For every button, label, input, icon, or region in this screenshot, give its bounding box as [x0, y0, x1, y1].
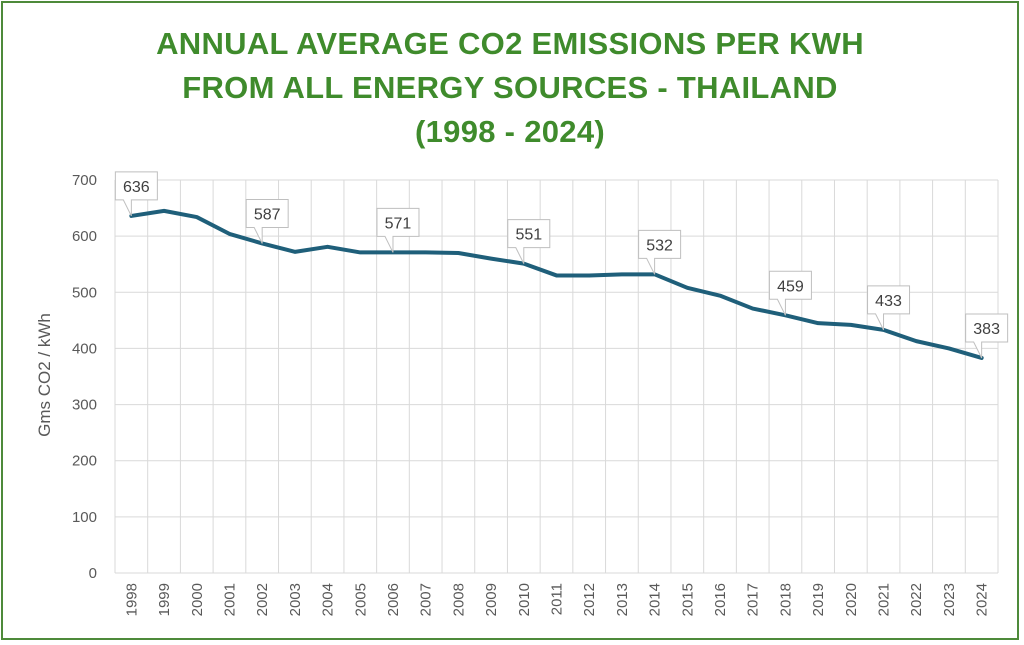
- x-tick-label: 2012: [581, 583, 598, 616]
- x-tick-label: 2010: [516, 583, 533, 616]
- data-label-text: 571: [385, 215, 412, 232]
- data-label-text: 587: [254, 206, 281, 223]
- data-point: [456, 251, 460, 255]
- data-point: [620, 272, 624, 276]
- chart-title-line-3: (1998 - 2024): [414, 114, 606, 149]
- x-tick-label: 2003: [287, 583, 304, 616]
- chart-title-line-2: FROM ALL ENERGY SOURCES - THAILAND: [182, 70, 838, 105]
- x-tick-label: 2024: [974, 583, 991, 616]
- y-tick-label: 400: [72, 340, 97, 357]
- x-tick-label: 2005: [352, 583, 369, 616]
- y-tick-label: 100: [72, 509, 97, 526]
- x-tick-label: 2004: [320, 583, 337, 616]
- x-tick-label: 2009: [483, 583, 500, 616]
- data-label-text: 433: [875, 293, 902, 310]
- data-label-callout: 571: [376, 207, 420, 253]
- x-tick-label: 2014: [647, 583, 664, 616]
- data-point: [555, 273, 558, 277]
- y-tick-label: 300: [72, 397, 97, 414]
- x-tick-label: 2015: [679, 583, 696, 616]
- x-tick-label: 2006: [385, 583, 402, 616]
- data-point: [424, 250, 428, 254]
- x-tick-label: 2021: [876, 583, 893, 616]
- data-label-box: [507, 219, 551, 264]
- data-label-box: [768, 270, 812, 316]
- data-point: [685, 286, 689, 290]
- x-tick-label: 2017: [745, 583, 762, 616]
- data-label-box: [638, 229, 682, 275]
- data-point: [751, 307, 755, 311]
- x-tick-label: 2000: [189, 583, 206, 616]
- y-tick-label: 200: [72, 453, 97, 470]
- x-axis-ticks: 1998 1999 2000 2001 2002 2003 2004 2005 2006 2007…: [123, 583, 990, 616]
- x-tick-label: 2001: [221, 583, 238, 616]
- data-point: [358, 250, 362, 254]
- data-point: [162, 209, 166, 213]
- data-point: [326, 245, 330, 249]
- data-label-text: 383: [973, 321, 1000, 338]
- x-tick-label: 2016: [712, 583, 729, 616]
- data-label-callout: 459: [768, 270, 812, 316]
- chart-title: ANNUAL AVERAGE CO2 EMISSIONS PER KWH FRO…: [0, 22, 1020, 154]
- x-tick-label: 1999: [156, 583, 173, 616]
- y-tick-label: 600: [72, 228, 97, 245]
- data-label-box: [376, 207, 420, 253]
- data-label-callout: 383: [965, 313, 1009, 359]
- data-point: [587, 273, 591, 277]
- data-label-callout: 587: [245, 198, 289, 244]
- data-label-callout: 433: [867, 285, 911, 331]
- data-label-text: 532: [646, 237, 673, 254]
- data-point: [227, 232, 231, 236]
- y-tick-label: 0: [89, 565, 97, 582]
- data-label-box: [867, 285, 911, 331]
- data-label-text: 459: [777, 278, 804, 295]
- data-label-callout: 532: [638, 229, 682, 275]
- data-label-callout: 551: [507, 219, 551, 264]
- x-tick-label: 2007: [418, 583, 435, 616]
- y-axis-ticks: 0 100 200 300 400 500 600 700: [72, 172, 97, 582]
- x-tick-label: 2022: [908, 583, 925, 616]
- data-point: [489, 257, 493, 261]
- data-point: [849, 323, 853, 327]
- data-point: [947, 346, 951, 350]
- data-label-text: 551: [515, 227, 542, 244]
- grid-lines: [114, 179, 999, 574]
- y-tick-label: 500: [72, 284, 97, 301]
- x-tick-label: 2008: [450, 583, 467, 616]
- data-label-box: [114, 171, 158, 217]
- data-point: [914, 339, 918, 343]
- x-tick-label: 2023: [941, 583, 958, 616]
- chart-title-line-1: ANNUAL AVERAGE CO2 EMISSIONS PER KWH: [156, 26, 864, 61]
- data-label-box: [965, 313, 1009, 359]
- x-tick-label: 2013: [614, 583, 631, 616]
- data-point: [293, 250, 297, 254]
- x-tick-label: 2002: [254, 583, 271, 616]
- data-point: [816, 321, 820, 325]
- data-label-box: [245, 198, 289, 244]
- data-point: [718, 294, 722, 298]
- data-label-callout: 636: [114, 171, 158, 217]
- x-tick-label: 2018: [777, 583, 794, 616]
- data-point: [195, 215, 199, 219]
- x-tick-label: 1998: [123, 583, 140, 616]
- x-tick-label: 2020: [843, 583, 860, 616]
- data-labels: 636 587 571 551 532 459 433 383: [114, 171, 1009, 359]
- y-axis-label: Gms CO2 / kWh: [35, 313, 54, 437]
- x-tick-label: 2011: [549, 583, 566, 615]
- x-tick-label: 2019: [810, 583, 827, 616]
- y-tick-label: 700: [72, 172, 97, 189]
- data-label-text: 636: [123, 179, 150, 196]
